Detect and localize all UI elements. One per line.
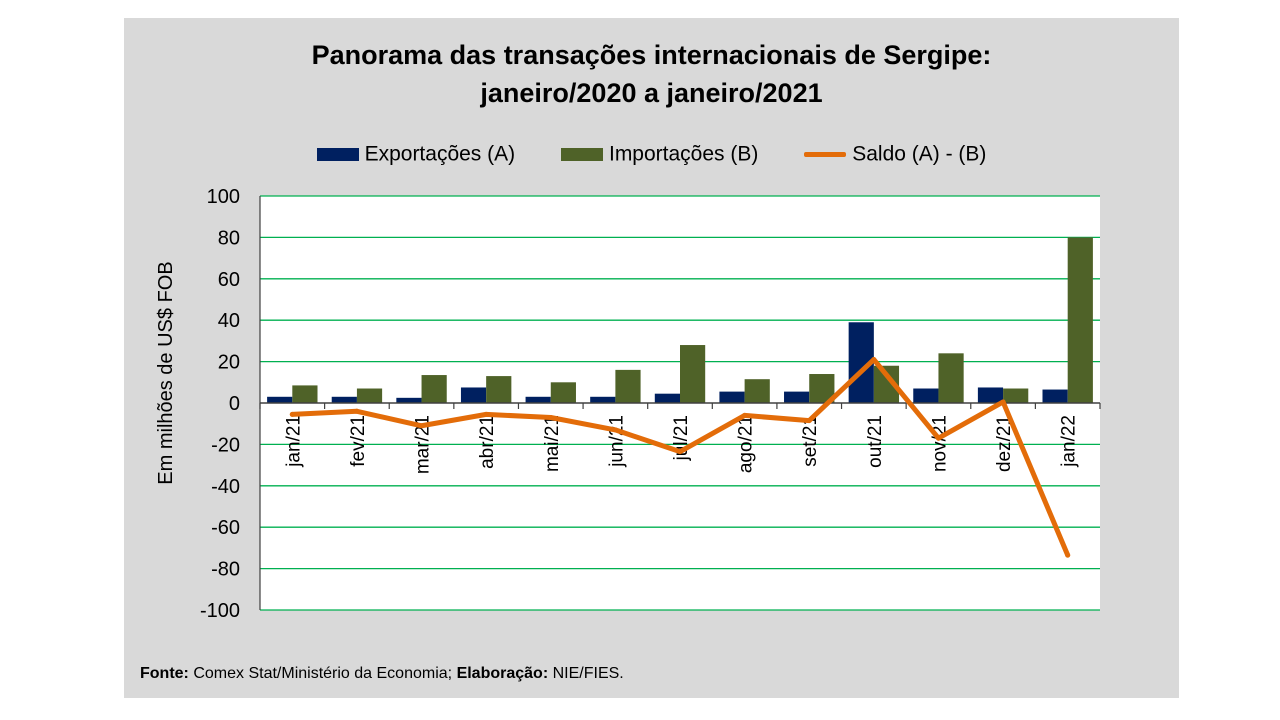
point-saldo-12: [1065, 552, 1071, 558]
bar-exportacoes-5: [590, 396, 616, 403]
point-saldo-1: [354, 408, 360, 414]
elaboration-text: NIE/FIES.: [552, 665, 624, 682]
bar-importacoes-1: [356, 388, 383, 403]
bar-exportacoes-11: [977, 387, 1004, 403]
point-saldo-10: [935, 435, 941, 441]
x-tick-label-1: fev/21: [348, 415, 369, 467]
point-saldo-5: [612, 427, 618, 433]
x-tick-label-0: jan/21: [283, 415, 304, 468]
bar-importacoes-4: [550, 382, 576, 403]
legend-swatch-saldo: [804, 152, 847, 158]
bar-importacoes-6: [680, 345, 706, 403]
bar-exportacoes-0: [267, 396, 293, 403]
bar-exportacoes-4: [525, 396, 551, 403]
x-tick-label-7: ago/21: [736, 415, 757, 473]
point-saldo-4: [548, 414, 554, 420]
x-tick-label-5: jun/21: [606, 415, 627, 468]
bar-exportacoes-12: [1042, 389, 1068, 403]
legend-swatch-exportacoes: [316, 148, 359, 162]
x-tick-label-6: jul/21: [671, 415, 692, 461]
y-tick-label-8: -60: [211, 517, 240, 539]
bar-importacoes-10: [938, 353, 964, 403]
source-note: Fonte: Comex Stat/Ministério da Economia…: [140, 665, 624, 683]
bar-importacoes-7: [744, 379, 770, 403]
legend-item-saldo: Saldo (A) - (B): [804, 142, 986, 166]
bar-exportacoes-6: [654, 393, 680, 403]
x-tick-label-8: set/21: [800, 415, 821, 467]
point-saldo-6: [677, 449, 683, 455]
point-saldo-3: [483, 411, 489, 417]
x-tick-label-3: abr/21: [477, 415, 498, 469]
y-axis-label: Em milhões de US$ FOB: [155, 261, 177, 484]
bar-importacoes-3: [486, 376, 512, 403]
legend-label-exportacoes: Exportações (A): [364, 142, 516, 166]
y-tick-label-1: 80: [218, 227, 240, 249]
point-saldo-2: [419, 423, 425, 429]
point-saldo-8: [806, 418, 812, 424]
x-tick-label-10: nov/21: [929, 415, 950, 472]
chart-title-line-1: Panorama das transações internacionais d…: [311, 40, 992, 70]
chart-title-line-2: janeiro/2020 a janeiro/2021: [480, 78, 823, 108]
legend-item-importacoes: Importações (B): [560, 142, 759, 166]
legend-label-importacoes: Importações (B): [608, 142, 759, 166]
y-tick-label-0: 100: [207, 186, 240, 208]
y-tick-label-3: 40: [218, 310, 240, 332]
x-tick-label-4: mai/21: [542, 415, 563, 472]
point-saldo-11: [1000, 399, 1006, 405]
bar-importacoes-2: [421, 375, 447, 403]
x-tick-label-9: out/21: [865, 415, 886, 468]
bar-exportacoes-8: [784, 391, 810, 403]
point-saldo-0: [289, 411, 295, 417]
x-tick-label-12: jan/22: [1059, 415, 1080, 468]
legend-item-exportacoes: Exportações (A): [316, 142, 516, 166]
bar-exportacoes-10: [913, 388, 939, 403]
elaboration-label: Elaboração:: [456, 665, 549, 682]
bar-exportacoes-3: [460, 387, 487, 403]
legend-swatch-importacoes: [560, 148, 603, 162]
bar-importacoes-11: [1003, 388, 1029, 403]
x-tick-label-2: mar/21: [413, 415, 434, 474]
y-tick-label-5: 0: [229, 393, 240, 415]
y-tick-label-6: -20: [211, 434, 240, 456]
bar-exportacoes-1: [331, 396, 357, 403]
y-tick-label-7: -40: [211, 476, 240, 498]
y-tick-label-2: 60: [218, 269, 240, 291]
point-saldo-9: [871, 357, 877, 363]
source-label: Fonte:: [140, 665, 189, 682]
y-tick-label-9: -80: [211, 559, 240, 581]
chart-legend: Exportações (A) Importações (B) Saldo (A…: [124, 142, 1179, 167]
legend-label-saldo: Saldo (A) - (B): [852, 142, 987, 166]
bar-exportacoes-7: [719, 391, 745, 403]
point-saldo-7: [742, 412, 748, 418]
y-tick-label-4: 20: [218, 352, 240, 374]
bar-importacoes-5: [615, 369, 641, 403]
y-tick-label-10: -100: [200, 600, 240, 622]
bar-importacoes-12: [1067, 237, 1093, 403]
bar-importacoes-0: [292, 385, 318, 403]
bar-exportacoes-2: [396, 397, 422, 403]
x-tick-label-11: dez/21: [994, 415, 1015, 472]
source-text: Comex Stat/Ministério da Economia;: [193, 665, 453, 682]
chart-title: Panorama das transações internacionais d…: [124, 36, 1179, 112]
